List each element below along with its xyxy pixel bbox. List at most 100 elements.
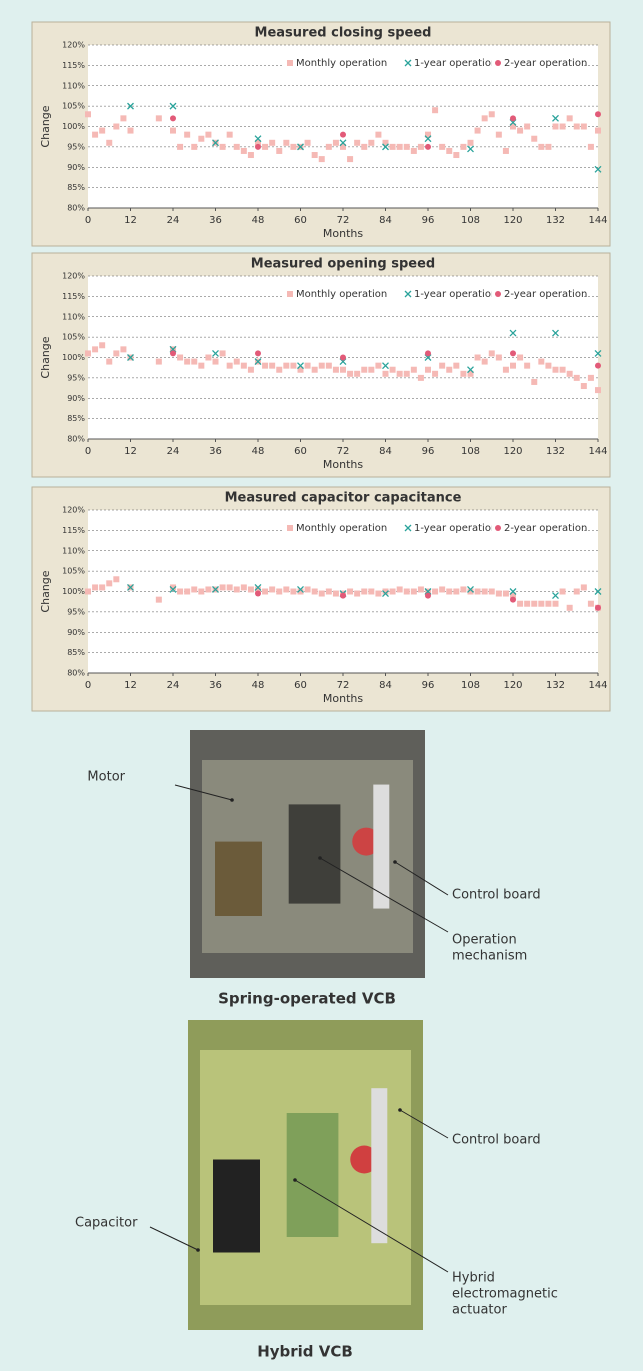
monthly-point [403,370,410,377]
one-year-point [594,588,602,595]
x-tick-label: 48 [252,446,265,457]
monthly-point [410,147,417,154]
monthly-point [396,370,403,377]
y-tick-label: 105% [62,567,85,576]
monthly-point [233,586,240,593]
monthly-point [566,370,573,377]
monthly-point [417,143,424,150]
one-year-point [212,586,219,593]
monthly-point [425,366,431,373]
monthly-point [106,358,113,365]
monthly-point [495,131,502,138]
x-tick-label: 36 [209,215,222,226]
monthly-point [205,131,212,138]
monthly-point [113,576,120,583]
callout-head [230,798,234,802]
monthly-point [432,588,439,595]
monthly-point [255,139,261,146]
callout-head [196,1248,200,1252]
x-tick-label: 132 [546,680,565,691]
monthly-point [240,362,247,369]
monthly-point [474,127,481,134]
one-year-point [297,586,304,593]
y-tick-label: 90% [67,163,85,172]
one-year-point [212,349,219,357]
two-year-point [495,291,501,297]
one-year-point [339,139,347,147]
y-axis-label: Change [39,570,52,612]
one-year-point [382,590,389,597]
monthly-point [517,600,524,607]
callout-head [318,856,322,860]
two-year-point [495,60,501,66]
callout-label: Control board [452,1133,541,1148]
monthly-point [538,143,545,150]
two-year-point [595,111,601,118]
monthly-point [205,586,212,593]
monthly-point [219,584,226,591]
y-tick-label: 115% [62,61,85,70]
callout-label: actuator [452,1303,507,1318]
monthly-point [368,139,375,146]
monthly-point [453,152,460,159]
monthly-point [488,111,495,118]
monthly-point [99,127,106,134]
monthly-point [170,127,176,134]
monthly-point [396,143,403,150]
monthly-point [460,586,467,593]
x-tick-label: 12 [124,215,137,226]
x-tick-label: 96 [422,215,435,226]
monthly-point [191,586,198,593]
photo [188,1020,423,1330]
callout-label: Motor [87,770,125,785]
monthly-point [269,362,276,369]
y-tick-label: 100% [62,353,85,362]
monthly-point [191,143,198,150]
legend-item: Monthly operation [284,56,402,70]
x-tick-label: 24 [167,680,180,691]
two-year-point [170,115,176,122]
monthly-point [587,143,594,150]
one-year-point [169,102,177,110]
monthly-point [287,60,293,66]
monthly-point [488,350,495,357]
monthly-point [467,370,474,377]
one-year-point [254,135,262,143]
callout-line [294,1179,449,1273]
monthly-point [276,147,283,154]
monthly-point [481,115,488,122]
monthly-point [325,362,332,369]
monthly-point [85,588,91,595]
one-year-point [404,290,412,298]
x-tick-label: 132 [546,446,565,457]
callout-label: Capacitor [75,1216,138,1231]
monthly-point [85,350,91,357]
monthly-point [566,604,573,611]
monthly-point [332,139,339,146]
monthly-point [595,387,601,394]
monthly-point [559,366,566,373]
y-tick-label: 90% [67,394,85,403]
x-axis-label: Months [323,692,363,705]
monthly-point [510,123,516,130]
monthly-point [538,600,545,607]
monthly-point [566,115,573,122]
x-tick-label: 0 [85,446,91,457]
x-tick-label: 108 [461,446,480,457]
monthly-point [287,291,293,297]
legend-label: 1-year operation [414,289,497,300]
monthly-point [332,366,339,373]
callout-line [319,857,449,933]
y-tick-label: 100% [62,122,85,131]
x-tick-label: 144 [588,680,607,691]
monthly-point [219,143,226,150]
monthly-point [247,586,254,593]
one-year-point [467,366,474,374]
monthly-point [311,588,318,595]
monthly-point [368,366,375,373]
monthly-point [481,358,488,365]
monthly-point [524,600,531,607]
monthly-point [290,143,297,150]
y-tick-label: 95% [67,142,85,151]
monthly-point [269,139,276,146]
